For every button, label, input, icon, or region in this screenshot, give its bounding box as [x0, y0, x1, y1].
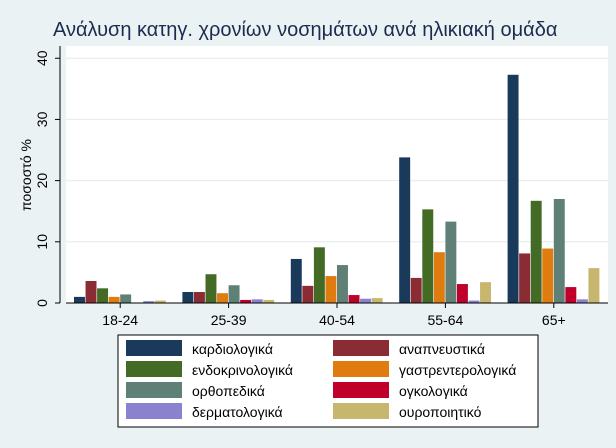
bar	[507, 74, 519, 303]
legend: καρδιολογικά αναπνευστικά ενδοκρινολογικά γ…	[126, 340, 516, 420]
bar	[588, 268, 600, 303]
bar	[410, 277, 422, 303]
bar	[108, 296, 120, 303]
bar	[360, 298, 372, 303]
bar	[399, 157, 411, 303]
legend-swatch	[126, 340, 182, 356]
bar	[85, 280, 97, 303]
y-tick-label: 0	[34, 299, 50, 307]
legend-label: καρδιολογικά	[192, 341, 273, 357]
legend-swatch	[126, 361, 182, 377]
legend-label: ενδοκρινολογικά	[192, 362, 293, 378]
bar	[480, 282, 491, 303]
bar	[422, 209, 434, 303]
y-tick-label: 10	[34, 234, 50, 250]
bar	[240, 299, 252, 303]
bar	[530, 200, 542, 303]
bar-group	[74, 74, 600, 303]
x-tick-label: 25-39	[211, 312, 247, 328]
legend-swatch	[333, 403, 389, 419]
y-tick-label: 30	[34, 111, 50, 127]
bar	[154, 300, 166, 303]
bar	[313, 247, 325, 303]
bar	[97, 288, 109, 303]
legend-label: ουροποιητικό	[399, 404, 482, 420]
legend-swatch	[333, 361, 389, 377]
bar	[371, 298, 383, 303]
bar	[445, 221, 457, 303]
chart-title: Ανάλυση κατηγ. χρονίων νοσημάτων ανά ηλι…	[53, 19, 557, 41]
bar	[456, 284, 468, 303]
bar	[433, 252, 445, 303]
legend-swatch	[333, 382, 389, 398]
legend-swatch	[126, 403, 182, 419]
y-tick-label: 20	[34, 173, 50, 189]
bar	[576, 299, 588, 303]
bar	[217, 293, 228, 303]
bar	[325, 276, 337, 303]
bar	[337, 265, 348, 303]
legend-box	[117, 334, 539, 428]
bar	[565, 287, 577, 303]
bar	[348, 295, 360, 303]
x-tick-label: 18-24	[102, 312, 138, 328]
legend-label: γαστρεντερολογικά	[399, 362, 516, 378]
bar	[290, 258, 302, 303]
bar	[468, 300, 480, 303]
bar	[205, 274, 217, 303]
bar	[74, 296, 85, 303]
bar	[251, 299, 263, 303]
x-tick-label: 65+	[542, 312, 566, 328]
legend-label: αναπνευστικά	[399, 341, 485, 357]
axes	[55, 46, 608, 308]
y-tick-label: 40	[34, 50, 50, 66]
bar	[228, 285, 240, 303]
bar	[519, 253, 531, 303]
legend-swatch	[126, 382, 182, 398]
bar	[120, 294, 132, 303]
legend-swatch	[333, 340, 389, 356]
y-tick-labels: 0 10 20 30 40	[34, 50, 50, 307]
bar	[542, 248, 554, 303]
bar	[143, 301, 155, 303]
legend-label: ογκολογικά	[399, 383, 468, 399]
x-tick-labels: 18-24 25-39 40-54 55-64 65+	[102, 312, 565, 328]
bar	[193, 291, 205, 303]
x-tick-label: 40-54	[319, 312, 355, 328]
legend-label: δερματολογικά	[192, 404, 283, 420]
bar	[263, 299, 275, 303]
legend-label: ορθοπεδικά	[192, 383, 265, 399]
bar	[182, 291, 194, 303]
bar	[302, 285, 314, 303]
bar	[553, 198, 565, 303]
y-axis-label: ποσοστό %	[18, 139, 34, 211]
x-tick-label: 55-64	[427, 312, 463, 328]
